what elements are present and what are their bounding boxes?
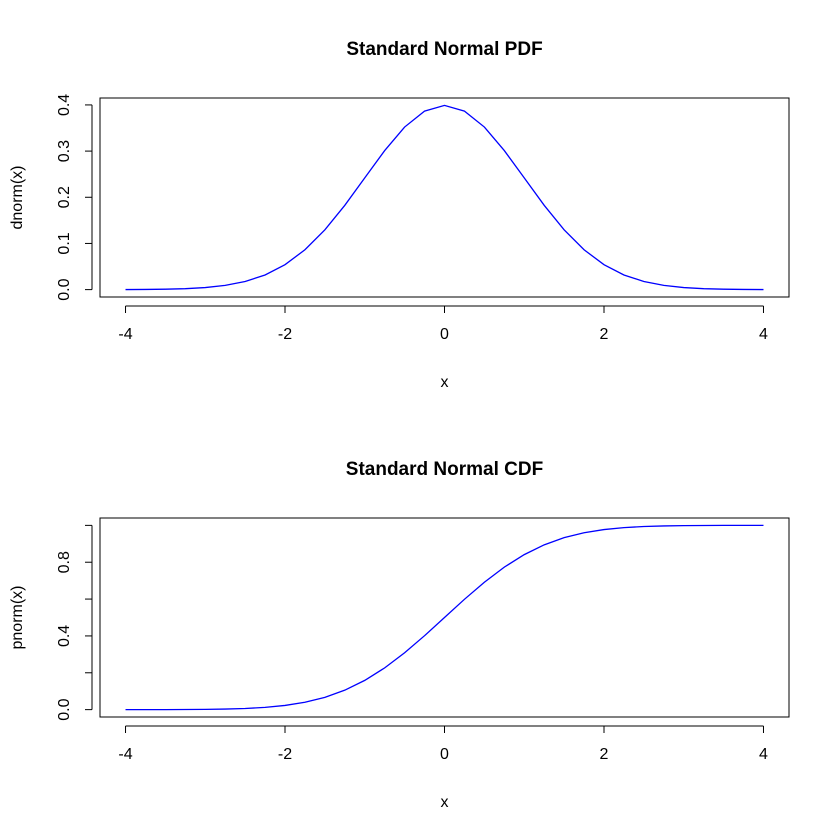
x-axis-label: x	[441, 374, 449, 391]
plot-box	[99, 97, 790, 298]
chart-title: Standard Normal CDF	[346, 459, 543, 480]
y-axis-label: dnorm(x)	[9, 165, 26, 229]
y-tick-label: 0.3	[56, 140, 73, 162]
x-axis-label: x	[441, 794, 449, 811]
x-tick-label: 0	[440, 746, 449, 763]
x-tick-label: -2	[278, 746, 292, 763]
x-tick-label: 0	[440, 326, 449, 343]
x-tick-label: 2	[600, 746, 609, 763]
curve	[125, 104, 764, 291]
plot-box	[99, 517, 790, 718]
y-tick-label: 0.4	[56, 625, 73, 647]
y-tick-label: 0.0	[56, 278, 73, 300]
x-tick-label: -4	[118, 326, 132, 343]
y-axis-label: pnorm(x)	[9, 585, 26, 649]
x-tick-label: 4	[759, 326, 768, 343]
curve	[125, 524, 764, 711]
y-tick-label: 0.1	[56, 232, 73, 254]
x-tick-label: 4	[759, 746, 768, 763]
chart-title: Standard Normal PDF	[346, 39, 542, 60]
x-tick-label: -4	[118, 746, 132, 763]
x-tick-label: -2	[278, 326, 292, 343]
y-tick-label: 0.0	[56, 698, 73, 720]
y-tick-label: 0.4	[56, 94, 73, 116]
x-tick-label: 2	[600, 326, 609, 343]
y-tick-label: 0.8	[56, 551, 73, 573]
y-tick-label: 0.2	[56, 186, 73, 208]
